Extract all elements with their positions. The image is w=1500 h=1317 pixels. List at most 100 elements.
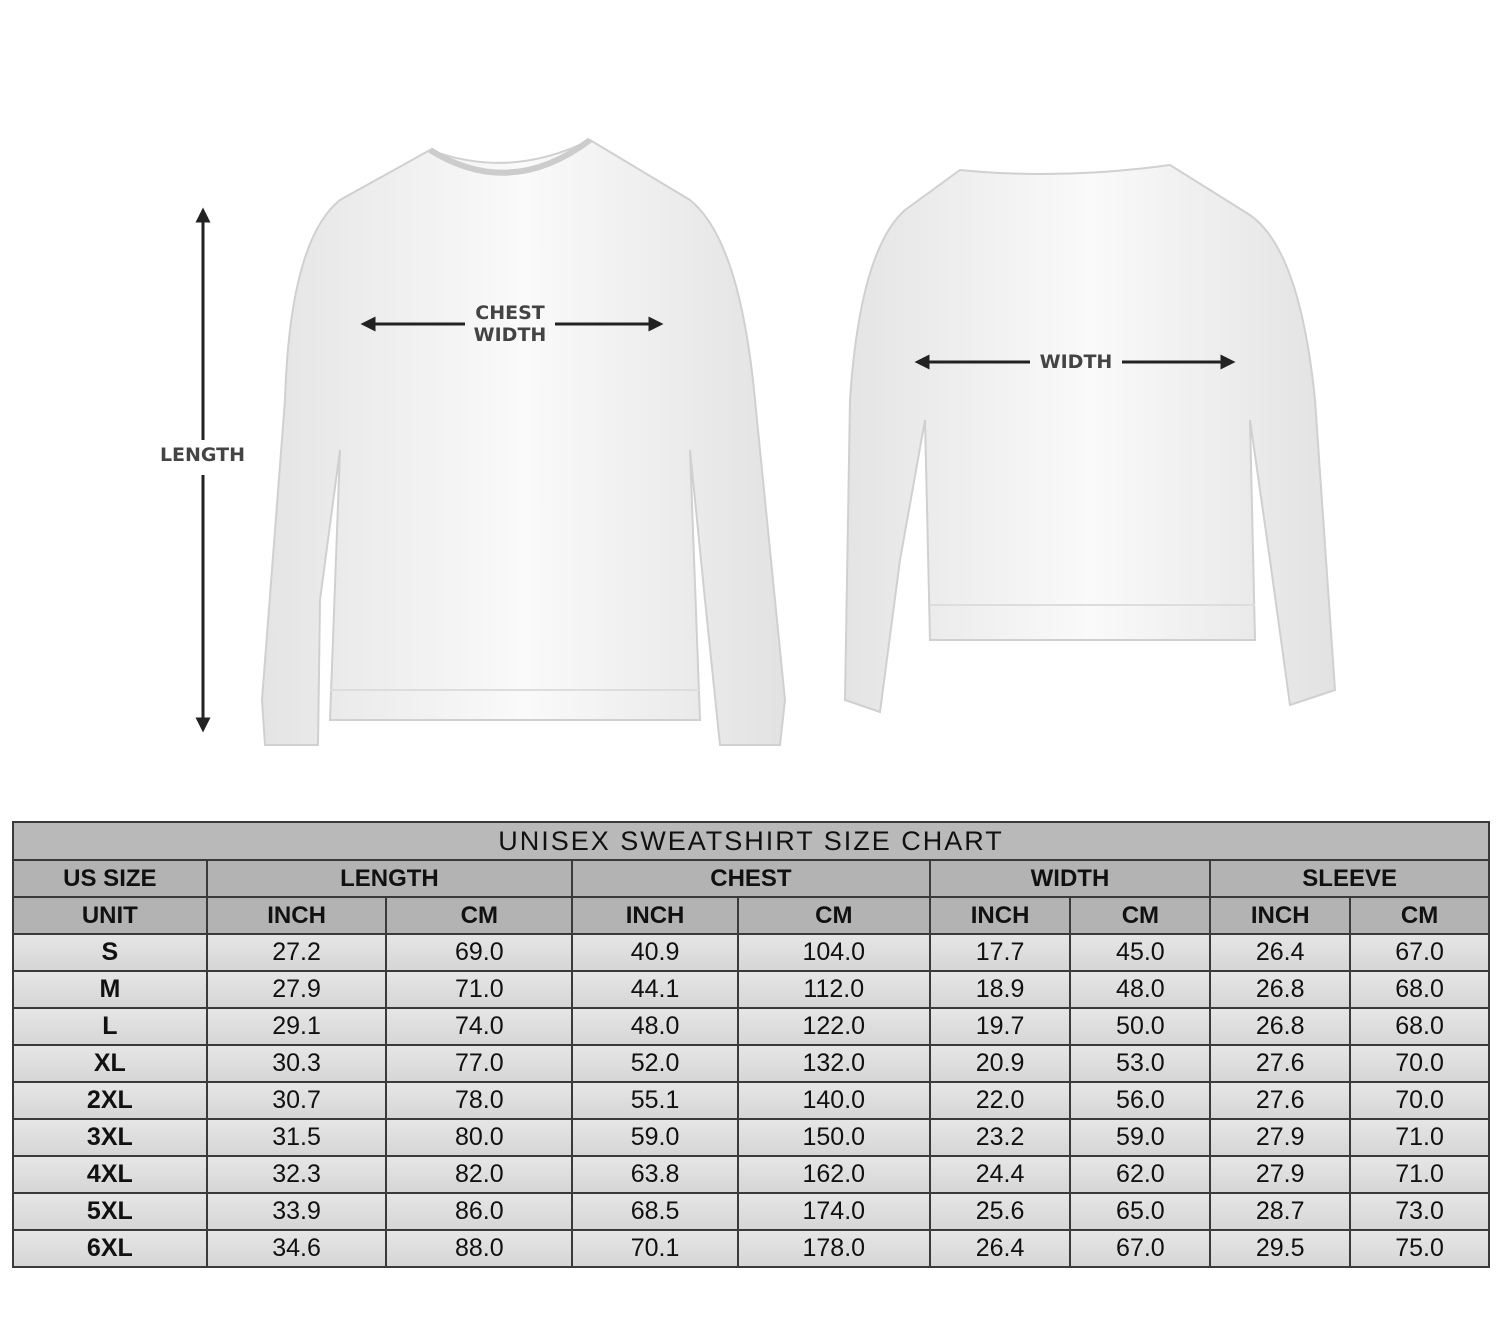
chest-label-line2: WIDTH <box>473 324 547 346</box>
table-row: 2XL 30.7 78.0 55.1 140.0 22.0 56.0 27.6 70.0 <box>12 1081 1490 1120</box>
unit-header: INCH <box>1209 896 1352 935</box>
measurement-cell: 68.5 <box>571 1192 739 1231</box>
table-row: S 27.2 69.0 40.9 104.0 17.7 45.0 26.4 67.0 <box>12 933 1490 972</box>
header-us-size: US SIZE <box>12 859 208 898</box>
front-sweatshirt <box>260 137 787 746</box>
measurement-cell: 65.0 <box>1069 1192 1212 1231</box>
measurement-cell: 23.2 <box>928 1118 1072 1157</box>
width-label: WIDTH <box>1039 351 1113 373</box>
size-cell: 2XL <box>12 1081 208 1120</box>
header-length: LENGTH <box>205 859 574 898</box>
measurement-cell: 104.0 <box>736 933 931 972</box>
measurement-cell: 71.0 <box>1349 1118 1490 1157</box>
measurement-cell: 75.0 <box>1349 1229 1490 1268</box>
unit-header: CM <box>1349 896 1490 935</box>
measurement-cell: 40.9 <box>571 933 739 972</box>
unit-header: CM <box>1069 896 1212 935</box>
measurement-cell: 132.0 <box>736 1044 931 1083</box>
measurement-cell: 73.0 <box>1349 1192 1490 1231</box>
measurement-cell: 30.7 <box>205 1081 388 1120</box>
size-cell: S <box>12 933 208 972</box>
size-cell: 4XL <box>12 1155 208 1194</box>
measurement-cell: 25.6 <box>928 1192 1072 1231</box>
measurement-cell: 68.0 <box>1349 970 1490 1009</box>
measurement-cell: 68.0 <box>1349 1007 1490 1046</box>
measurement-cell: 70.0 <box>1349 1044 1490 1083</box>
measurement-cell: 77.0 <box>385 1044 574 1083</box>
measurement-cell: 34.6 <box>205 1229 388 1268</box>
measurement-cell: 150.0 <box>736 1118 931 1157</box>
measurement-cell: 44.1 <box>571 970 739 1009</box>
table-row: 4XL 32.3 82.0 63.8 162.0 24.4 62.0 27.9 71.0 <box>12 1155 1490 1194</box>
header-sleeve: SLEEVE <box>1209 859 1490 898</box>
size-cell: XL <box>12 1044 208 1083</box>
chest-label-line1: CHEST <box>475 302 545 324</box>
measurement-cell: 22.0 <box>928 1081 1072 1120</box>
table-row: L 29.1 74.0 48.0 122.0 19.7 50.0 26.8 68.0 <box>12 1007 1490 1046</box>
measurement-cell: 162.0 <box>736 1155 931 1194</box>
measurement-cell: 18.9 <box>928 970 1072 1009</box>
measurement-cell: 56.0 <box>1069 1081 1212 1120</box>
measurement-cell: 78.0 <box>385 1081 574 1120</box>
measurement-cell: 112.0 <box>736 970 931 1009</box>
measurement-cell: 140.0 <box>736 1081 931 1120</box>
size-cell: 5XL <box>12 1192 208 1231</box>
group-header-row: US SIZE LENGTH CHEST WIDTH SLEEVE <box>12 859 1490 898</box>
measurement-cell: 59.0 <box>571 1118 739 1157</box>
measurement-cell: 27.6 <box>1209 1044 1352 1083</box>
measurement-cell: 29.1 <box>205 1007 388 1046</box>
unit-header: INCH <box>928 896 1072 935</box>
measurement-cell: 31.5 <box>205 1118 388 1157</box>
measurement-cell: 26.4 <box>1209 933 1352 972</box>
measurement-cell: 63.8 <box>571 1155 739 1194</box>
measurement-cell: 26.4 <box>928 1229 1072 1268</box>
measurement-cell: 50.0 <box>1069 1007 1212 1046</box>
measurement-cell: 88.0 <box>385 1229 574 1268</box>
sweatshirt-illustration <box>195 137 1337 746</box>
measurement-cell: 32.3 <box>205 1155 388 1194</box>
header-chest: CHEST <box>571 859 931 898</box>
measurement-cell: 30.3 <box>205 1044 388 1083</box>
unit-header: UNIT <box>12 896 208 935</box>
size-cell: 3XL <box>12 1118 208 1157</box>
table-row: M 27.9 71.0 44.1 112.0 18.9 48.0 26.8 68.0 <box>12 970 1490 1009</box>
measurement-cell: 86.0 <box>385 1192 574 1231</box>
measurement-cell: 19.7 <box>928 1007 1072 1046</box>
measurement-cell: 28.7 <box>1209 1192 1352 1231</box>
unit-header: CM <box>736 896 931 935</box>
size-cell: M <box>12 970 208 1009</box>
measurement-cell: 27.9 <box>1209 1155 1352 1194</box>
measurement-cell: 174.0 <box>736 1192 931 1231</box>
unit-header: INCH <box>571 896 739 935</box>
back-sweatshirt <box>843 163 1337 714</box>
measurement-cell: 53.0 <box>1069 1044 1212 1083</box>
measurement-cell: 20.9 <box>928 1044 1072 1083</box>
measurement-cell: 24.4 <box>928 1155 1072 1194</box>
measurement-cell: 26.8 <box>1209 1007 1352 1046</box>
measurement-cell: 55.1 <box>571 1081 739 1120</box>
measurement-cell: 71.0 <box>385 970 574 1009</box>
measurement-cell: 29.5 <box>1209 1229 1352 1268</box>
measurement-cell: 27.6 <box>1209 1081 1352 1120</box>
length-label: LENGTH <box>159 444 246 466</box>
unit-header: INCH <box>205 896 388 935</box>
size-cell: 6XL <box>12 1229 208 1268</box>
measurement-cell: 27.2 <box>205 933 388 972</box>
unit-header: CM <box>385 896 574 935</box>
measurement-cell: 71.0 <box>1349 1155 1490 1194</box>
measurement-cell: 17.7 <box>928 933 1072 972</box>
measurement-cell: 27.9 <box>1209 1118 1352 1157</box>
measurement-cell: 178.0 <box>736 1229 931 1268</box>
table-row: 5XL 33.9 86.0 68.5 174.0 25.6 65.0 28.7 73.0 <box>12 1192 1490 1231</box>
measurement-cell: 45.0 <box>1069 933 1212 972</box>
measurement-cell: 48.0 <box>571 1007 739 1046</box>
measurement-cell: 67.0 <box>1069 1229 1212 1268</box>
unit-header-row: UNIT INCH CM INCH CM INCH CM INCH CM <box>12 896 1490 935</box>
measurement-cell: 122.0 <box>736 1007 931 1046</box>
header-width: WIDTH <box>928 859 1212 898</box>
measurement-cell: 74.0 <box>385 1007 574 1046</box>
measurement-cell: 70.0 <box>1349 1081 1490 1120</box>
measurement-cell: 48.0 <box>1069 970 1212 1009</box>
measurement-cell: 59.0 <box>1069 1118 1212 1157</box>
chest-width-label: CHEST WIDTH <box>455 302 565 346</box>
